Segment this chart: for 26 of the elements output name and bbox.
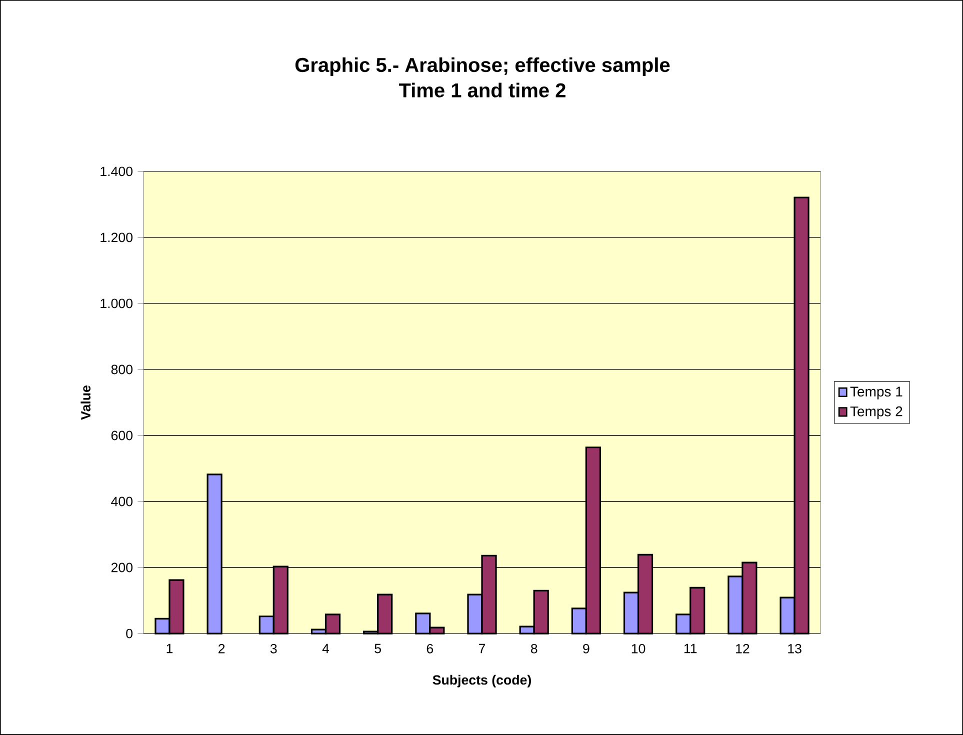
x-tick-label: 5 xyxy=(374,644,381,654)
legend-label: Temps 1 xyxy=(850,386,902,400)
x-tick-label: 1 xyxy=(166,644,173,654)
x-tick-label: 11 xyxy=(684,644,697,654)
y-tick-label: 800 xyxy=(111,364,133,374)
x-tick-label: 2 xyxy=(218,644,225,654)
x-tick-label: 4 xyxy=(322,644,330,654)
legend-label: Temps 2 xyxy=(850,406,902,420)
y-tick-label: 1.000 xyxy=(100,298,133,308)
x-tick-label: 13 xyxy=(788,644,802,654)
chart-title: Graphic 5.- Arabinose; effective sample Time 1 and time 2 xyxy=(295,57,670,98)
y-axis-title: Value xyxy=(80,386,90,420)
y-tick-label: 1.400 xyxy=(100,166,133,176)
x-tick-label: 8 xyxy=(530,644,538,654)
y-tick-label: 0 xyxy=(126,628,133,638)
x-tick-label: 12 xyxy=(736,644,750,654)
y-tick-label: 400 xyxy=(111,496,133,506)
x-axis-title: Subjects (code) xyxy=(432,674,531,688)
x-tick-label: 9 xyxy=(583,644,590,654)
x-tick-label: 6 xyxy=(426,644,434,654)
x-tick-label: 10 xyxy=(632,644,646,654)
y-tick-label: 600 xyxy=(111,430,133,440)
x-tick-label: 7 xyxy=(478,644,486,654)
y-tick-label: 1.200 xyxy=(100,232,133,242)
y-tick-label: 200 xyxy=(111,562,133,572)
x-tick-label: 3 xyxy=(270,644,277,654)
